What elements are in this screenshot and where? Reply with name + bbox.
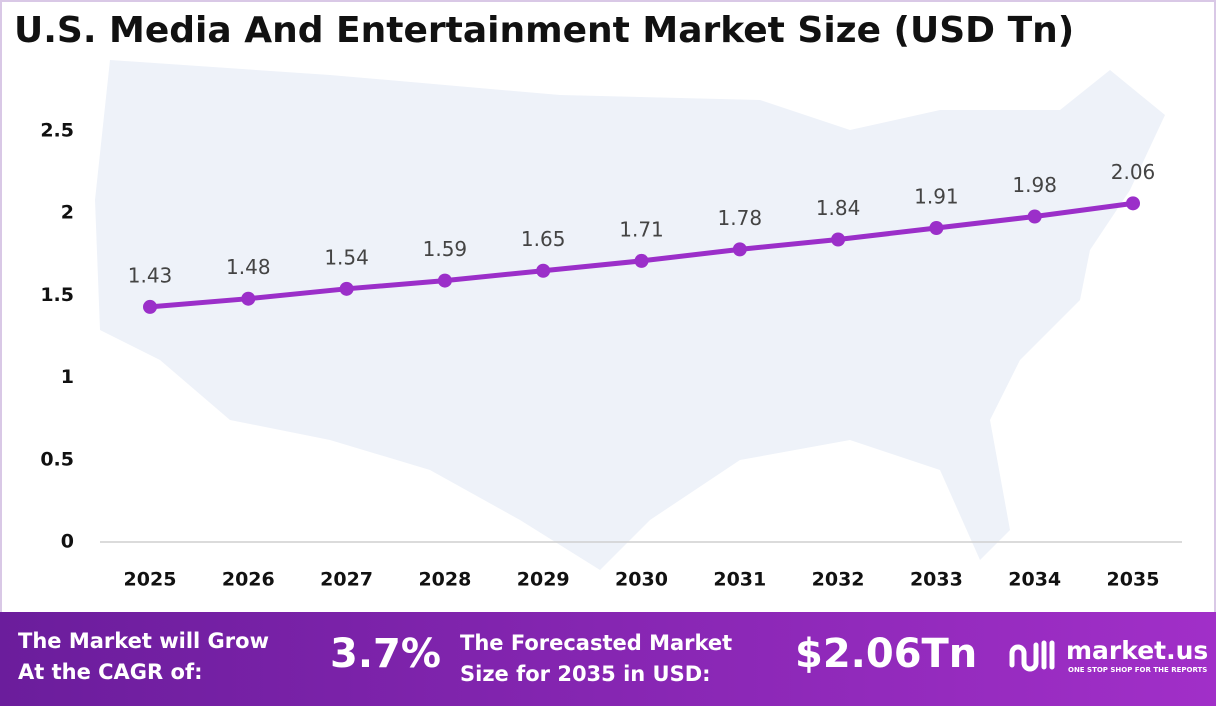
logo-icon [1009, 640, 1055, 672]
x-tick-label: 2029 [517, 569, 570, 591]
data-point [536, 263, 551, 278]
y-tick-label: 2 [61, 202, 74, 224]
data-point [241, 291, 256, 306]
x-tick-label: 2025 [124, 569, 177, 591]
data-label: 1.59 [423, 237, 468, 261]
cagr-label: The Market will Grow [18, 629, 269, 653]
x-tick-label: 2035 [1107, 569, 1160, 591]
brand: market.us [1066, 636, 1208, 665]
data-label: 1.54 [324, 245, 369, 269]
x-tick-label: 2026 [222, 569, 275, 591]
data-label: 1.48 [226, 255, 271, 279]
x-tick-label: 2031 [713, 569, 766, 591]
x-tick-label: 2027 [320, 569, 373, 591]
data-label: 1.91 [914, 184, 959, 208]
y-tick-label: 1 [61, 366, 74, 388]
x-tick-label: 2030 [615, 569, 668, 591]
data-label: 1.71 [619, 217, 664, 241]
data-label: 1.43 [128, 263, 173, 287]
brand-logo [1009, 640, 1055, 672]
x-tick-label: 2033 [910, 569, 963, 591]
forecast-value: $2.06Tn [795, 631, 977, 677]
chart-title: U.S. Media And Entertainment Market Size… [14, 10, 1074, 51]
x-tick-label: 2034 [1008, 569, 1061, 591]
data-label: 1.65 [521, 227, 566, 251]
data-point [1126, 196, 1140, 211]
x-tick-label: 2028 [418, 569, 471, 591]
data-label: 2.06 [1111, 160, 1156, 184]
map-background [95, 60, 1165, 570]
x-tick-label: 2032 [812, 569, 865, 591]
forecast-label: The Forecasted Market [460, 631, 732, 655]
y-tick-label: 0 [61, 531, 74, 553]
cagr-value: 3.7% [330, 631, 441, 677]
data-label: 1.84 [816, 196, 861, 220]
cagr-label: At the CAGR of: [18, 660, 203, 684]
data-point [732, 242, 747, 257]
data-point [831, 232, 846, 247]
y-tick-label: 0.5 [40, 448, 74, 470]
data-point [143, 299, 157, 314]
y-tick-label: 1.5 [40, 284, 74, 306]
data-point [437, 273, 452, 288]
data-point [339, 281, 354, 296]
data-label: 1.78 [718, 206, 763, 230]
tagline: ONE STOP SHOP FOR THE REPORTS [1068, 666, 1207, 674]
data-label: 1.98 [1012, 173, 1057, 197]
data-point [634, 253, 649, 268]
y-tick-label: 2.5 [40, 120, 74, 142]
data-point [929, 220, 944, 235]
data-point [1027, 209, 1042, 224]
forecast-label: Size for 2035 in USD: [460, 662, 711, 686]
